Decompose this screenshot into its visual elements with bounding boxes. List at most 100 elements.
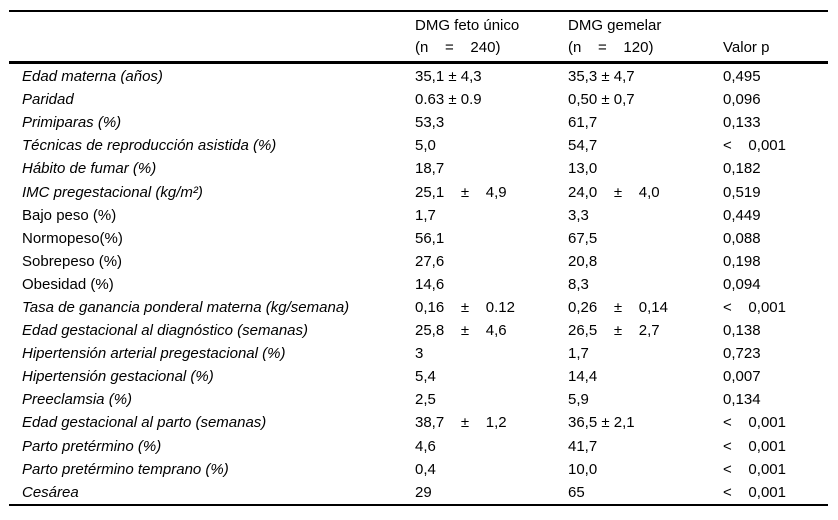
table-top-rule xyxy=(9,10,828,12)
p-value: < 0,001 xyxy=(723,298,786,316)
row-label: Paridad xyxy=(22,91,74,109)
value-dmg-singleton: 56,1 xyxy=(415,229,445,247)
value-dmg-twin: 5,9 xyxy=(568,391,589,409)
p-value: < 0,001 xyxy=(723,437,786,455)
value-dmg-twin: 0,50 ± 0,7 xyxy=(568,91,635,109)
row-label: Técnicas de reproducción asistida (%) xyxy=(22,137,277,155)
value-dmg-twin: 36,5 ± 2,1 xyxy=(568,414,635,432)
column-header-dmg-twin-title: DMG gemelar xyxy=(568,17,662,34)
value-dmg-singleton: 0.63 ± 0.9 xyxy=(415,91,482,109)
table-row: Preeclamsia (%) 2,5 5,9 0,134 xyxy=(0,388,838,411)
value-dmg-singleton: 1,7 xyxy=(415,206,436,224)
p-value: < 0,001 xyxy=(723,137,786,155)
value-dmg-twin: 35,3 ± 4,7 xyxy=(568,68,635,86)
p-value: 0,723 xyxy=(723,345,761,363)
value-dmg-twin: 26,5 ± 2,7 xyxy=(568,322,660,340)
row-label: Tasa de ganancia ponderal materna (kg/se… xyxy=(22,298,350,316)
table-row: Edad gestacional al parto (semanas) 38,7… xyxy=(0,411,838,434)
row-label: Obesidad (%) xyxy=(22,275,114,293)
table-row: IMC pregestacional (kg/m²) 25,1 ± 4,9 24… xyxy=(0,180,838,203)
value-dmg-singleton: 2,5 xyxy=(415,391,436,409)
column-header-dmg-twin-n: (n = 120) xyxy=(568,39,654,56)
p-value: 0,094 xyxy=(723,275,761,293)
column-header-dmg-singleton: DMG feto único (n = 240) xyxy=(415,15,519,59)
value-dmg-twin: 65 xyxy=(568,483,585,501)
row-label: Hábito de fumar (%) xyxy=(22,160,157,178)
column-header-p-value: Valor p xyxy=(723,39,770,56)
table-row: Sobrepeso (%) 27,6 20,8 0,198 xyxy=(0,250,838,273)
p-value: 0,088 xyxy=(723,229,761,247)
p-value: < 0,001 xyxy=(723,414,786,432)
value-dmg-singleton: 29 xyxy=(415,483,432,501)
value-dmg-singleton: 3 xyxy=(415,345,424,363)
value-dmg-singleton: 35,1 ± 4,3 xyxy=(415,68,482,86)
value-dmg-twin: 14,4 xyxy=(568,368,598,386)
value-dmg-singleton: 5,4 xyxy=(415,368,436,386)
row-label: Normopeso(%) xyxy=(22,229,123,247)
value-dmg-twin: 13,0 xyxy=(568,160,598,178)
row-label: Hipertensión gestacional (%) xyxy=(22,368,214,386)
p-value: 0,198 xyxy=(723,252,761,270)
value-dmg-twin: 20,8 xyxy=(568,252,598,270)
p-value: < 0,001 xyxy=(723,483,786,501)
row-label: Primiparas (%) xyxy=(22,114,122,132)
value-dmg-singleton: 25,1 ± 4,9 xyxy=(415,183,507,201)
table-row: Técnicas de reproducción asistida (%) 5,… xyxy=(0,134,838,157)
row-label: Hipertensión arterial pregestacional (%) xyxy=(22,345,286,363)
value-dmg-twin: 0,26 ± 0,14 xyxy=(568,298,668,316)
table-row: Hábito de fumar (%) 18,7 13,0 0,182 xyxy=(0,157,838,180)
p-value: 0,133 xyxy=(723,114,761,132)
value-dmg-twin: 24,0 ± 4,0 xyxy=(568,183,660,201)
row-label: Preeclamsia (%) xyxy=(22,391,133,409)
table-row: Hipertensión arterial pregestacional (%)… xyxy=(0,342,838,365)
value-dmg-singleton: 38,7 ± 1,2 xyxy=(415,414,507,432)
p-value: 0,007 xyxy=(723,368,761,386)
p-value: < 0,001 xyxy=(723,460,786,478)
value-dmg-singleton: 4,6 xyxy=(415,437,436,455)
value-dmg-twin: 10,0 xyxy=(568,460,598,478)
row-label: Cesárea xyxy=(22,483,79,501)
table-row: Cesárea 29 65 < 0,001 xyxy=(0,481,838,504)
value-dmg-singleton: 18,7 xyxy=(415,160,445,178)
p-value: 0,096 xyxy=(723,91,761,109)
value-dmg-singleton: 53,3 xyxy=(415,114,445,132)
table-row: Obesidad (%) 14,6 8,3 0,094 xyxy=(0,273,838,296)
table-header-rule xyxy=(9,61,828,64)
row-label: Parto pretérmino (%) xyxy=(22,437,162,455)
column-header-dmg-twin: DMG gemelar (n = 120) xyxy=(568,15,661,59)
p-value: 0,138 xyxy=(723,322,761,340)
row-label: Edad gestacional al parto (semanas) xyxy=(22,414,267,432)
value-dmg-singleton: 27,6 xyxy=(415,252,445,270)
table-row: Normopeso(%) 56,1 67,5 0,088 xyxy=(0,227,838,250)
table-header: DMG feto único (n = 240) DMG gemelar (n = … xyxy=(0,0,838,61)
value-dmg-twin: 3,3 xyxy=(568,206,589,224)
value-dmg-singleton: 25,8 ± 4,6 xyxy=(415,322,507,340)
row-label: Bajo peso (%) xyxy=(22,206,117,224)
table-row: Tasa de ganancia ponderal materna (kg/se… xyxy=(0,296,838,319)
value-dmg-twin: 1,7 xyxy=(568,345,589,363)
value-dmg-singleton: 5,0 xyxy=(415,137,436,155)
table-row: Primiparas (%) 53,3 61,7 0,133 xyxy=(0,111,838,134)
column-header-dmg-singleton-title: DMG feto único xyxy=(415,17,520,34)
p-value: 0,495 xyxy=(723,68,761,86)
p-value: 0,134 xyxy=(723,391,761,409)
table-bottom-rule xyxy=(9,504,828,506)
table-body: Edad materna (años) 35,1 ± 4,3 35,3 ± 4,… xyxy=(0,65,838,504)
table-row: Hipertensión gestacional (%) 5,4 14,4 0,… xyxy=(0,365,838,388)
row-label: IMC pregestacional (kg/m²) xyxy=(22,183,203,201)
value-dmg-singleton: 0,16 ± 0.12 xyxy=(415,298,515,316)
table-row: Paridad 0.63 ± 0.9 0,50 ± 0,7 0,096 xyxy=(0,88,838,111)
p-value: 0,519 xyxy=(723,183,761,201)
row-label: Parto pretérmino temprano (%) xyxy=(22,460,229,478)
value-dmg-twin: 54,7 xyxy=(568,137,598,155)
value-dmg-singleton: 14,6 xyxy=(415,275,445,293)
column-header-dmg-singleton-n: (n = 240) xyxy=(415,39,501,56)
table-row: Edad gestacional al diagnóstico (semanas… xyxy=(0,319,838,342)
value-dmg-twin: 8,3 xyxy=(568,275,589,293)
table-row: Bajo peso (%) 1,7 3,3 0,449 xyxy=(0,204,838,227)
row-label: Edad materna (años) xyxy=(22,68,163,86)
row-label: Sobrepeso (%) xyxy=(22,252,123,270)
row-label: Edad gestacional al diagnóstico (semanas… xyxy=(22,322,309,340)
table-row: Parto pretérmino temprano (%) 0,4 10,0 <… xyxy=(0,458,838,481)
